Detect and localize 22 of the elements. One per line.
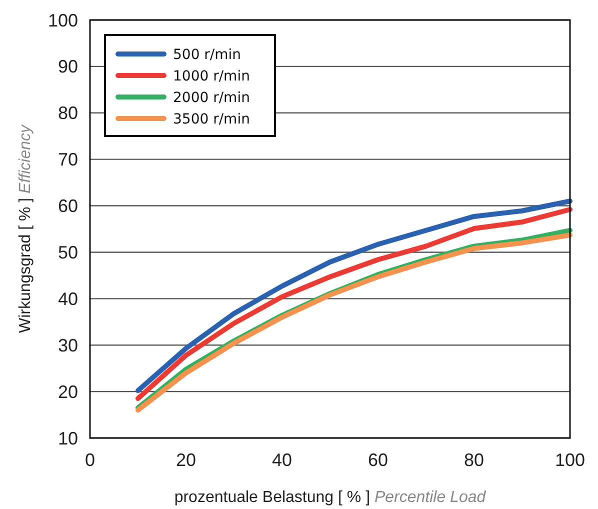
y-tick-label: 50 bbox=[58, 242, 78, 263]
y-tick-label: 10 bbox=[58, 428, 78, 448]
y-tick-label: 100 bbox=[48, 10, 78, 30]
legend-label: 2000 r/min bbox=[173, 90, 250, 106]
y-tick-label: 90 bbox=[58, 56, 78, 77]
legend-label: 3500 r/min bbox=[173, 111, 250, 128]
x-tick-label: 40 bbox=[272, 450, 292, 470]
y-tick-label: 60 bbox=[58, 196, 78, 216]
x-tick-label: 100 bbox=[554, 450, 586, 470]
x-tick-label: 60 bbox=[368, 450, 388, 470]
x-axis-title: prozentuale Belastung [ % ] Percentile Load bbox=[174, 489, 487, 506]
x-tick-label: 20 bbox=[176, 450, 196, 470]
legend-label: 1000 r/min bbox=[173, 68, 250, 84]
y-axis-title: Wirkungsgrad [ % ] Efficiency bbox=[17, 124, 34, 334]
y-tick-label: 40 bbox=[58, 288, 78, 309]
y-tick-label: 30 bbox=[58, 335, 78, 356]
y-tick-label: 80 bbox=[58, 103, 78, 124]
legend-label: 500 r/min bbox=[173, 46, 242, 63]
y-tick-label: 70 bbox=[58, 150, 78, 170]
x-tick-label: 0 bbox=[84, 450, 96, 470]
x-tick-label: 80 bbox=[464, 450, 484, 470]
y-tick-label: 20 bbox=[58, 382, 78, 402]
